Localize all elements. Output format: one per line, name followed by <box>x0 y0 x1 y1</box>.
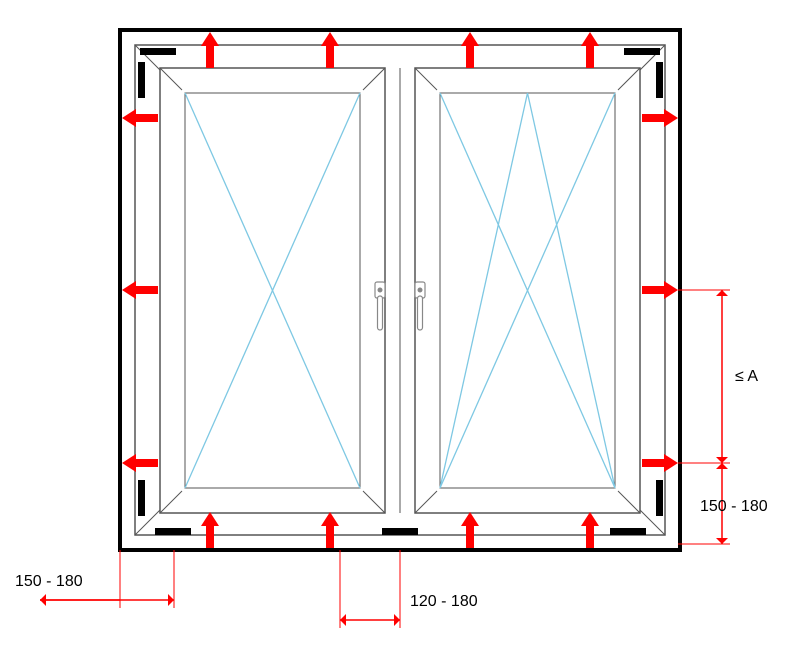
label-right-lower: 150 - 180 <box>700 498 768 516</box>
label-bottom-left: 150 - 180 <box>15 573 83 591</box>
window-diagram <box>0 0 800 647</box>
label-right-upper: ≤ A <box>735 368 758 386</box>
label-bottom-mid: 120 - 180 <box>410 593 478 611</box>
diagram-container: ≤ A 150 - 180 150 - 180 120 - 180 <box>0 0 800 647</box>
